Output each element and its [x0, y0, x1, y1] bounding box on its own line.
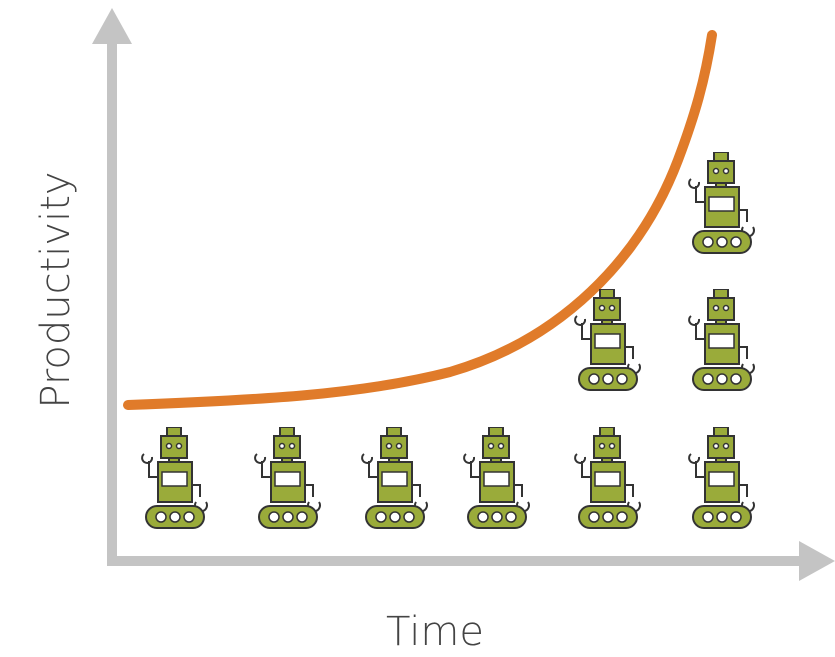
- robots: [142, 152, 754, 528]
- x-arrow: [799, 541, 835, 581]
- y-arrow: [92, 8, 132, 44]
- y-axis-label: Productivity: [33, 171, 79, 408]
- diagram: Productivity Time: [0, 0, 835, 657]
- x-axis-label: Time: [386, 609, 484, 655]
